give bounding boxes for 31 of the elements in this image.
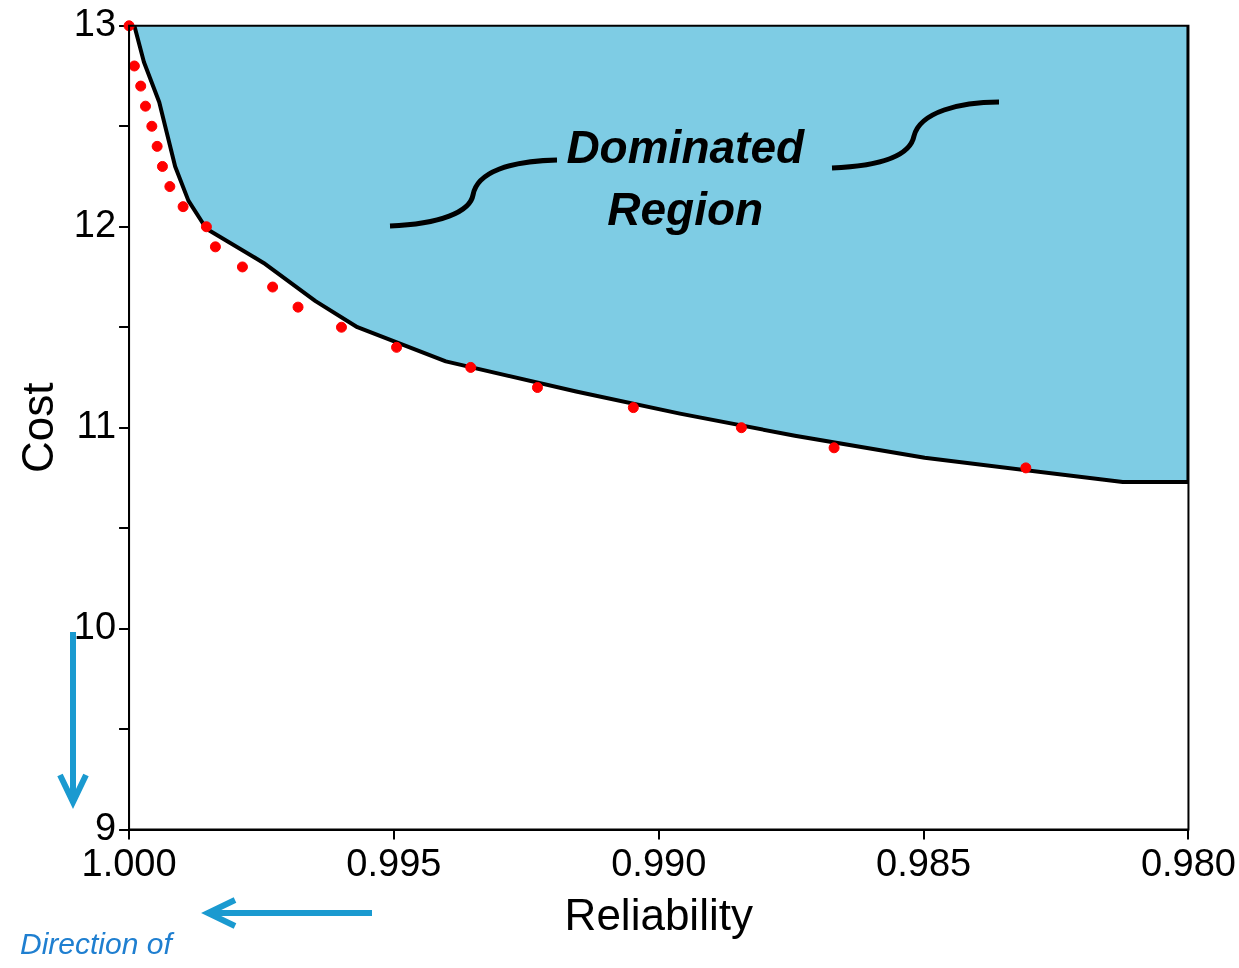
y-axis-title: Cost: [12, 382, 62, 473]
point: [200, 221, 212, 233]
x-tick-label: 0.995: [346, 841, 442, 884]
x-tick-label: 0.980: [1140, 841, 1236, 884]
annotation: Dominated Region: [566, 121, 805, 236]
point: [146, 120, 158, 132]
x-tick-label: 0.985: [876, 841, 972, 884]
point: [151, 140, 163, 152]
point: [531, 382, 543, 394]
point: [236, 261, 248, 273]
point: [465, 361, 477, 373]
point: [135, 80, 147, 92]
y-tick-label: 10: [73, 605, 117, 648]
x-tick-label: 0.990: [611, 841, 707, 884]
y-tick-label: 13: [73, 2, 117, 45]
y-tick-label: 12: [73, 203, 117, 246]
point: [391, 341, 403, 353]
point: [177, 201, 189, 213]
point: [139, 100, 151, 112]
point: [156, 160, 168, 172]
x-axis-title: Reliability: [564, 889, 753, 939]
point: [292, 301, 304, 313]
y-tick-label: 11: [76, 404, 117, 447]
point: [164, 181, 176, 193]
point: [209, 241, 221, 253]
point: [627, 402, 639, 414]
point: [828, 442, 840, 454]
point: [267, 281, 279, 293]
point: [735, 422, 747, 434]
point: [335, 321, 347, 333]
point: [1020, 462, 1032, 474]
